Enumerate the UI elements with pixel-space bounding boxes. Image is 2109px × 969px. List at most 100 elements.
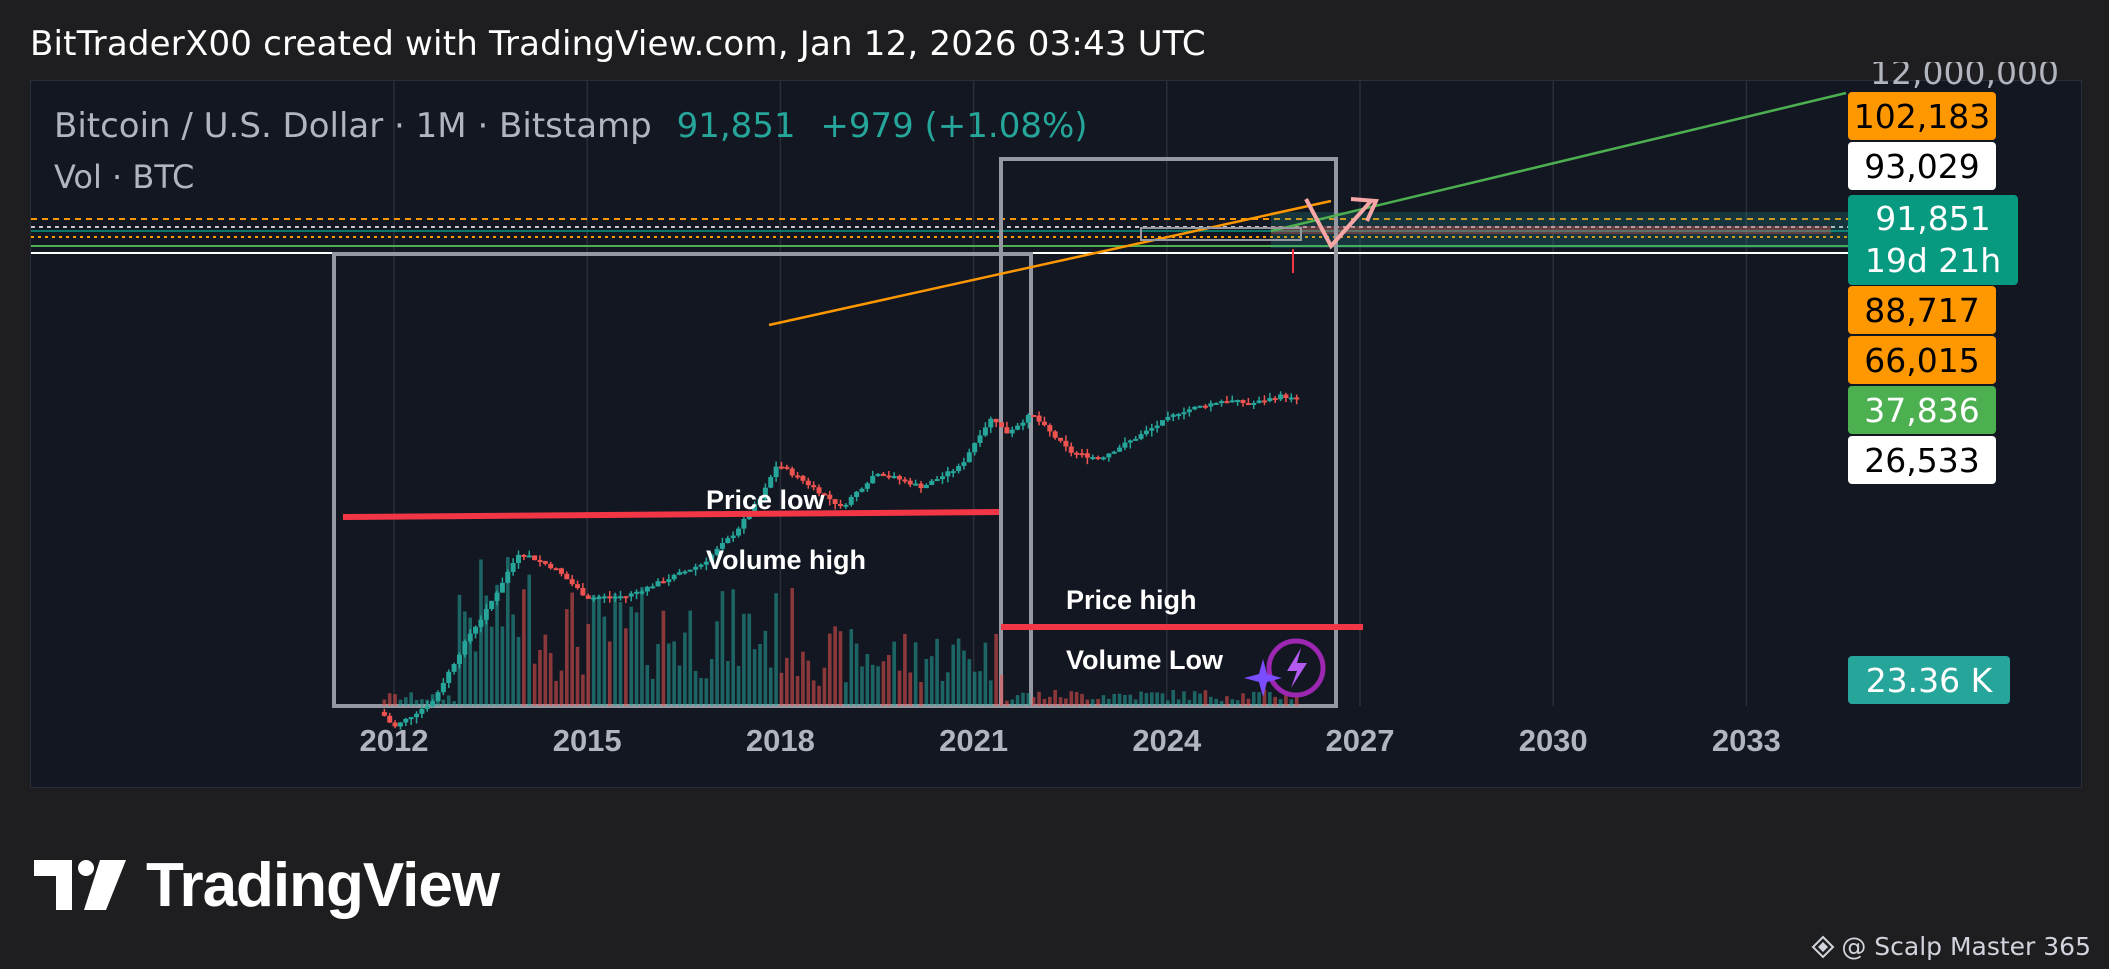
volume-bar: [661, 610, 666, 706]
volume-bar: [473, 651, 478, 706]
candle-body: [929, 480, 935, 485]
volume-bar: [581, 674, 585, 706]
x-axis-tick-label: 2030: [1519, 723, 1588, 758]
candle-body: [897, 476, 903, 480]
volume-bar: [1031, 697, 1036, 706]
annotation-box: [332, 252, 1033, 708]
candle-body: [875, 473, 881, 477]
volume-bar: [1026, 693, 1031, 706]
volume-bar: [817, 685, 821, 706]
volume-bar: [956, 638, 961, 706]
candle-body: [859, 488, 865, 492]
candle-body: [1278, 394, 1284, 400]
candle-body: [945, 471, 951, 477]
candle-body: [542, 561, 548, 564]
candle-body: [1202, 405, 1208, 408]
volume-bar: [1241, 693, 1245, 706]
volume-bar: [1262, 689, 1267, 706]
candle-body: [741, 519, 747, 529]
candle-body: [762, 487, 768, 500]
candle-body: [1154, 425, 1160, 429]
volume-bar: [1133, 699, 1138, 706]
volume-bar: [1230, 699, 1235, 706]
volume-bar: [398, 699, 403, 706]
volume-bar: [1080, 693, 1084, 706]
candle-body: [752, 504, 758, 515]
candle-body: [607, 596, 613, 599]
candle-body: [1079, 453, 1085, 456]
volume-bar: [962, 650, 966, 706]
volume-bar: [742, 613, 746, 706]
volume-bar: [672, 641, 676, 706]
candle-body: [1240, 400, 1246, 404]
legend-price: 91,851: [676, 106, 796, 146]
candle-body: [419, 708, 425, 714]
candle-body: [1084, 453, 1090, 458]
volume-bar: [1015, 695, 1020, 706]
volume-bar: [870, 664, 875, 706]
volume-bar: [693, 671, 698, 706]
candle-body: [1015, 425, 1021, 430]
candle-body: [950, 471, 956, 474]
current-price: 91,851: [1875, 199, 1991, 238]
volume-bar: [1187, 699, 1192, 706]
volume-bar: [929, 656, 934, 706]
candle-body: [703, 561, 709, 565]
volume-bar: [1117, 693, 1122, 706]
tradingview-logo[interactable]: TradingView: [34, 850, 500, 920]
volume-bar: [1251, 691, 1256, 706]
volume-bar: [452, 701, 456, 706]
candle-body: [1235, 400, 1241, 403]
candle-body: [848, 496, 854, 505]
volume-bar: [699, 677, 703, 706]
volume-bar: [1048, 696, 1052, 706]
volume-bar: [516, 636, 521, 706]
volume-bar: [677, 665, 682, 706]
volume-bar: [865, 654, 870, 706]
candle-body: [655, 581, 661, 587]
candle-body: [1245, 403, 1251, 406]
volume-bar: [393, 694, 397, 706]
volume-bar: [704, 678, 709, 706]
volume-bar: [463, 611, 467, 706]
candle-body: [516, 554, 522, 563]
volume-bar: [795, 676, 800, 706]
candle-body: [1267, 398, 1273, 402]
volume-bar: [1198, 693, 1202, 706]
candle-body: [918, 483, 924, 489]
volume-bar: [999, 675, 1004, 706]
candle-body: [424, 706, 430, 709]
candle-body: [714, 548, 720, 555]
volume-bar: [645, 664, 650, 706]
candle-body: [736, 528, 742, 536]
candle-body: [548, 563, 554, 569]
candle-body: [800, 475, 806, 481]
volume-bar: [913, 642, 918, 706]
candle-body: [1058, 437, 1064, 441]
price-low-line: [342, 509, 1000, 520]
candle-body: [854, 491, 860, 497]
volume-bar: [1042, 698, 1047, 706]
flash-icon-ring: [1266, 638, 1326, 698]
diamond-icon: [1811, 935, 1835, 958]
price-level-tag: 37,836: [1848, 386, 1996, 434]
candle-body: [725, 538, 731, 544]
volume-bar: [441, 699, 446, 706]
volume-bar: [779, 672, 784, 706]
candle-body: [1100, 457, 1106, 460]
chart-frame[interactable]: Price low Volume high Price high Volume Low…: [30, 80, 2082, 788]
price-chart[interactable]: Price low Volume high Price high Volume Low…: [31, 81, 2081, 787]
trend-line: [1270, 91, 1847, 233]
candle-body: [1117, 447, 1123, 452]
x-axis-tick-label: 2033: [1712, 723, 1781, 758]
volume-bar: [849, 629, 854, 706]
chart-annotation-text: Volume high: [706, 545, 866, 575]
volume-bar: [586, 623, 591, 706]
volume-bar: [511, 614, 515, 706]
candle-body: [1143, 430, 1149, 435]
volume-bar: [607, 641, 612, 706]
candle-body: [403, 718, 409, 723]
candle-body: [1192, 406, 1198, 410]
volume-bar: [785, 657, 789, 706]
volume-bar: [844, 682, 848, 706]
